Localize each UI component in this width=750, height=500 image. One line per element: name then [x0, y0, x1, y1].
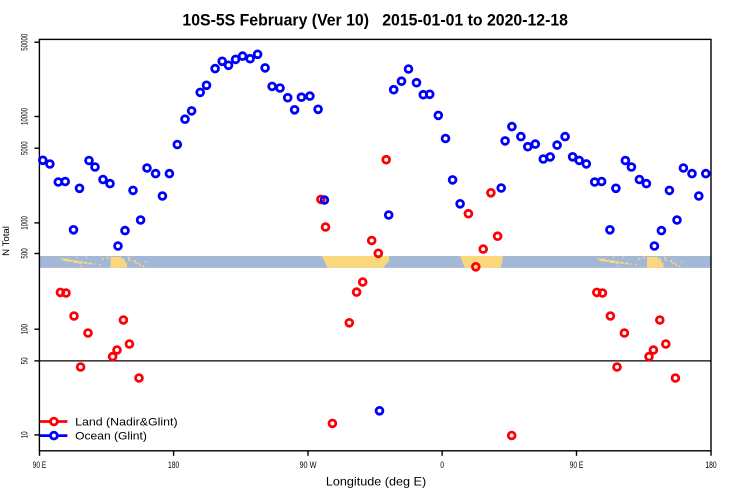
svg-text:Ocean (Glint): Ocean (Glint)	[75, 431, 147, 443]
svg-text:10S-5S February (Ver 10) 201: 10S-5S February (Ver 10) 2015-01-01 to 2…	[182, 11, 568, 29]
svg-text:180: 180	[705, 460, 716, 470]
svg-text:Longitude (deg E): Longitude (deg E)	[326, 475, 426, 489]
svg-text:100: 100	[20, 324, 30, 334]
svg-text:10000: 10000	[20, 108, 30, 125]
svg-text:90 W: 90 W	[300, 460, 317, 470]
svg-text:Land (Nadir&Glint): Land (Nadir&Glint)	[75, 417, 178, 429]
svg-text:10: 10	[20, 431, 30, 438]
svg-text:N Total: N Total	[1, 226, 11, 256]
svg-text:90 E: 90 E	[33, 460, 47, 470]
svg-text:50: 50	[20, 357, 30, 364]
svg-text:0: 0	[440, 460, 444, 470]
svg-text:180: 180	[168, 460, 179, 470]
svg-text:5000: 5000	[20, 141, 30, 155]
svg-text:1000: 1000	[20, 216, 30, 230]
svg-text:50000: 50000	[20, 34, 30, 51]
svg-text:90 E: 90 E	[570, 460, 584, 470]
svg-text:500: 500	[20, 248, 30, 258]
